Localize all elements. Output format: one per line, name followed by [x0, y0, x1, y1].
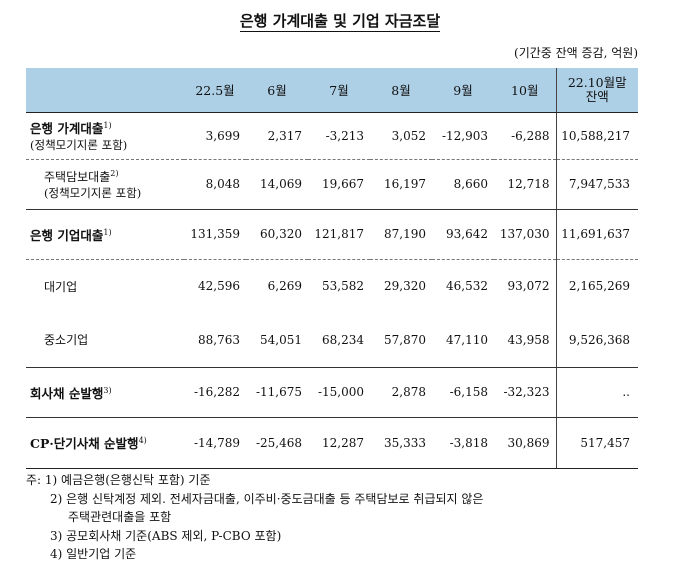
header-balance: 22.10월말 잔액 — [555, 68, 638, 113]
footnote: 주택관련대출을 포함 — [68, 510, 172, 524]
table-cell: 12,718 — [494, 159, 556, 210]
table-cell: -14,789 — [184, 417, 246, 469]
unit-label: (기간중 잔액 증감, 억원) — [514, 46, 638, 60]
table-cell: 16,197 — [370, 159, 432, 210]
header-cell: 22.5월 — [184, 68, 246, 113]
table-cell: 93,072 — [507, 279, 550, 294]
table-cell: 87,190 — [370, 209, 432, 260]
header-cell: 10월 — [494, 68, 556, 113]
table-cell: -6,158 — [432, 367, 494, 418]
table-cell: 2,878 — [370, 367, 432, 418]
row-label: CP·단기사채 순발행4) — [26, 417, 184, 469]
row-footnote-ref: 1) — [103, 121, 112, 130]
table-cell: 12,287 — [308, 417, 370, 469]
header-balance-line2: 잔액 — [585, 88, 609, 104]
table-cell: -16,282 — [184, 367, 246, 418]
header-cell: 8월 — [370, 68, 432, 113]
header-cell: 6월 — [246, 68, 308, 113]
table-row: CP·단기사채 순발행4) -14,789 -25,468 12,287 35,… — [26, 417, 638, 469]
row-label: 은행 가계대출1) (정책모기지론 포함) — [26, 112, 184, 160]
table-cell: 35,333 — [370, 417, 432, 469]
balance-cell: 7,947,533 — [555, 159, 638, 210]
table-cell: 14,069 — [246, 159, 308, 210]
row-footnote-ref: 1) — [103, 227, 112, 237]
table-cell: 88,763 — [184, 313, 246, 368]
row-label-text: 주택담보대출 — [44, 169, 111, 184]
table-cell: -11,675 — [246, 367, 308, 418]
page-title: 은행 가계대출 및 기업 자금조달 — [0, 10, 680, 32]
row-label: 은행 기업대출1) — [26, 209, 184, 260]
table-cell: -3,213 — [308, 112, 370, 160]
table-cell: 8,048 — [184, 159, 246, 210]
row-label-text: CP·단기사채 순발행 — [30, 436, 139, 451]
row-label-text: 은행 가계대출 — [30, 121, 104, 136]
table-cell: 43,958 — [494, 313, 556, 368]
table-cell: -32,323 — [494, 367, 556, 418]
header-blank — [26, 68, 184, 113]
row-label: 중소기업 — [26, 313, 184, 368]
table-row: 중소기업 88,763 54,051 68,234 57,870 47,110 … — [26, 313, 638, 368]
balance-cell: 2,165,269 — [555, 259, 638, 313]
title-text: 은행 가계대출 및 기업 자금조달 — [239, 12, 441, 32]
table-row: 주택담보대출2) (정책모기지론 포함) 8,048 14,069 19,667 … — [26, 159, 638, 210]
footnote: 2) 은행 신탁계정 제외. 전세자금대출, 이주비·중도금대출 등 주택담보로… — [50, 491, 484, 506]
row-label: 대기업 — [44, 279, 78, 294]
balance-cell: 9,526,368 — [555, 313, 638, 368]
table-cell: 8,660 — [432, 159, 494, 210]
table-cell: 47,110 — [432, 313, 494, 368]
table-cell: 54,051 — [246, 313, 308, 368]
table-cell: -25,468 — [246, 417, 308, 469]
table-cell: 46,532 — [446, 279, 488, 294]
balance-cell: .. — [555, 367, 638, 418]
table-cell: 60,320 — [246, 209, 308, 260]
table-cell: -12,903 — [432, 112, 494, 160]
table-cell: 19,667 — [308, 159, 370, 210]
header-cell: 9월 — [432, 68, 494, 113]
row-label: 회사채 순발행3) — [26, 367, 184, 418]
table-cell: 3,699 — [184, 112, 246, 160]
table-cell: -15,000 — [308, 367, 370, 418]
row-footnote-ref: 3) — [103, 385, 112, 395]
row-footnote-ref: 4) — [138, 436, 147, 445]
row-footnote-ref: 2) — [110, 168, 119, 178]
header-balance-line1: 22.10월말 — [567, 74, 627, 90]
balance-cell: 11,691,637 — [555, 209, 638, 260]
footnotes: 주: 1) 예금은행(은행신탁 포함) 기준 2) 은행 신탁계정 제외. 전세… — [26, 471, 483, 564]
table-cell: 29,320 — [384, 279, 426, 294]
header-cell: 7월 — [308, 68, 370, 113]
table-cell: 121,817 — [308, 209, 370, 260]
table-cell: 137,030 — [494, 209, 556, 260]
balance-cell: 10,588,217 — [555, 112, 638, 160]
table-row: 은행 기업대출1) 131,359 60,320 121,817 87,190 … — [26, 209, 638, 260]
table-row: 대기업 42,596 6,269 53,582 29,320 46,532 93… — [26, 259, 638, 313]
table-row: 은행 가계대출1) (정책모기지론 포함) 3,699 2,317 -3,213 … — [26, 112, 638, 160]
data-table: 22.5월 6월 7월 8월 9월 10월 22.10월말 잔액 은행 가계대출1… — [26, 68, 638, 469]
footnote: 3) 공모회사채 기준(ABS 제외, P-CBO 포함) — [50, 528, 282, 543]
table-cell: 68,234 — [308, 313, 370, 368]
balance-cell: 517,457 — [555, 417, 638, 469]
table-row: 회사채 순발행3) -16,282 -11,675 -15,000 2,878 … — [26, 367, 638, 418]
row-label: 주택담보대출2) (정책모기지론 포함) — [26, 159, 184, 210]
row-label-text: 회사채 순발행 — [30, 385, 104, 401]
row-sublabel: (정책모기지론 포함) — [44, 185, 142, 200]
table-cell: 30,869 — [494, 417, 556, 469]
row-label-text: 은행 기업대출 — [30, 227, 104, 243]
table-cell: 53,582 — [322, 279, 364, 294]
table-cell: -3,818 — [432, 417, 494, 469]
row-sublabel: (정책모기지론 포함) — [30, 138, 128, 152]
table-cell: 6,269 — [267, 279, 302, 294]
table-header-row: 22.5월 6월 7월 8월 9월 10월 22.10월말 잔액 — [26, 68, 638, 113]
table-cell: -6,288 — [494, 112, 556, 160]
table-cell: 42,596 — [198, 279, 240, 294]
footnote: 주: 1) 예금은행(은행신탁 포함) 기준 — [26, 473, 211, 487]
table-cell: 3,052 — [370, 112, 432, 160]
table-cell: 93,642 — [432, 209, 494, 260]
footnote: 4) 일반기업 기준 — [50, 547, 137, 561]
table-cell: 131,359 — [184, 209, 246, 260]
table-cell: 2,317 — [246, 112, 308, 160]
table-cell: 57,870 — [370, 313, 432, 368]
